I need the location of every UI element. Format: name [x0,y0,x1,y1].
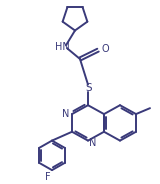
Text: S: S [86,84,92,93]
Text: N: N [89,138,96,148]
Text: O: O [101,44,109,54]
Text: HN: HN [55,42,69,52]
Text: N: N [62,109,69,119]
Text: F: F [45,172,51,182]
